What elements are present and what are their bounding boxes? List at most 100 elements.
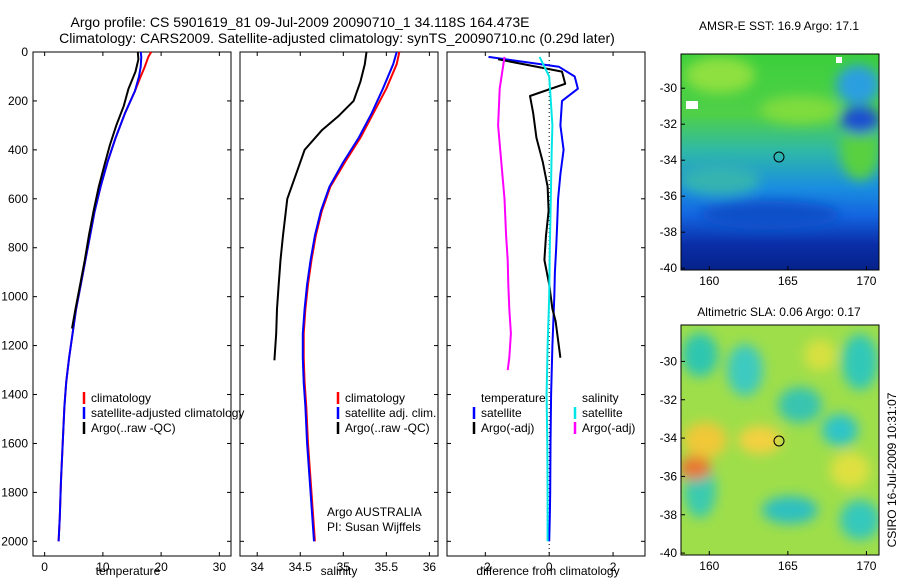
temperature-plot-frame	[32, 51, 232, 557]
argo-location-marker	[773, 435, 785, 447]
sla-high-patch	[804, 339, 836, 371]
difference-plot-frame	[446, 51, 646, 557]
x-tick-label: 35	[337, 560, 351, 574]
legend-label-sal-argo: Argo(-adj)	[582, 421, 635, 435]
salinity-plot: 34 34.5 35 35.5 36	[240, 51, 438, 574]
x-tick-label: 10	[96, 560, 110, 574]
sst-map-frame	[680, 53, 880, 271]
temperature-legend: climatology satellite-adjusted climatolo…	[82, 391, 244, 435]
depth-tick-label: 1200	[1, 339, 28, 353]
map-y-tick-label: -38	[660, 508, 678, 522]
sst-cool-patch	[681, 165, 760, 195]
map-x-tick-label: 170	[856, 559, 876, 573]
x-tick-label: 34	[251, 560, 265, 574]
sla-low-patch	[727, 344, 763, 396]
depth-tick-label: 1400	[1, 388, 28, 402]
temperature-plot: 0 10 20 30	[33, 51, 231, 574]
map-y-tick-label: -30	[660, 81, 678, 95]
depth-tick-label: 800	[8, 241, 28, 255]
sst-missing-patch	[836, 57, 842, 63]
series-line-argo-raw-qc	[273, 51, 368, 361]
depth-tick-label: 1800	[1, 485, 28, 499]
sst-cool-patch	[700, 201, 840, 229]
x-tick-label: 2	[610, 560, 617, 574]
x-tick-label: 0	[41, 560, 48, 574]
sla-low-patch	[840, 500, 879, 540]
sla-map-title: Altimetric SLA: 0.06 Argo: 0.17	[697, 305, 861, 319]
sla-map-axes: 160 165 170 -30 -32 -34 -36 -38 -40	[660, 354, 877, 573]
sla-low-patch	[762, 496, 818, 524]
depth-tick-label: 600	[8, 192, 28, 206]
sst-missing-patch	[686, 101, 698, 109]
series-line-climatology	[302, 51, 401, 542]
map-y-tick-label: -36	[660, 189, 678, 203]
sst-warm-patch	[840, 120, 879, 180]
x-tick-label: -2	[480, 560, 491, 574]
sst-map-axes: 160 165 170 -30 -32 -34 -36 -38 -40	[660, 81, 877, 288]
title-line-1: Argo profile: CS 5901619_81 09-Jul-2009 …	[71, 14, 530, 30]
sla-map	[681, 325, 879, 555]
x-tick-label: 35.5	[375, 560, 399, 574]
difference-legend: temperature satellite Argo(-adj) salinit…	[472, 391, 635, 435]
title-line-2: Climatology: CARS2009. Satellite-adjuste…	[59, 30, 615, 46]
legend-heading-salinity: salinity	[582, 391, 619, 405]
map-x-tick-label: 160	[699, 274, 719, 288]
sla-high-patch	[830, 452, 870, 488]
annotation-argo-australia: Argo AUSTRALIA	[327, 505, 422, 519]
sla-low-patch	[842, 334, 878, 390]
legend-label-temp-satellite: satellite	[481, 406, 522, 420]
sst-cool-patch	[840, 106, 879, 134]
map-y-tick-label: -32	[660, 117, 678, 131]
legend-heading-temperature: temperature	[481, 391, 546, 405]
difference-plot: -2 0 2	[447, 51, 645, 574]
map-x-tick-label: 165	[778, 559, 798, 573]
x-tick-label: 30	[213, 560, 227, 574]
legend-label-sal-satellite: satellite	[582, 406, 623, 420]
legend-label-climatology: climatology	[345, 391, 405, 405]
series-line-climatology	[57, 51, 153, 542]
depth-axis: 0 200 400 600 800 1000 1200 1400 1600 1800 2000	[1, 45, 28, 548]
map-y-tick-label: -32	[660, 393, 678, 407]
x-tick-label: 20	[154, 560, 168, 574]
map-y-tick-label: -40	[660, 546, 678, 560]
map-y-tick-label: -30	[660, 354, 678, 368]
sla-high-patch	[681, 456, 711, 480]
sst-cool-patch	[836, 65, 879, 105]
series-line-salinity-argo-adj	[497, 56, 512, 371]
map-y-tick-label: -36	[660, 469, 678, 483]
legend-label-argo: Argo(..raw -QC)	[345, 421, 430, 435]
legend-label-satellite-adj: satellite adj. clim.	[345, 406, 436, 420]
x-tick-label: 36	[423, 560, 437, 574]
series-line-satellite-adj-clim	[301, 51, 398, 542]
depth-tick-label: 400	[8, 143, 28, 157]
x-tick-label: 34.5	[289, 560, 313, 574]
salinity-legend: climatology satellite adj. clim. Argo(..…	[336, 391, 436, 435]
legend-label-temp-argo: Argo(-adj)	[481, 421, 534, 435]
sla-high-patch	[683, 422, 727, 458]
map-x-tick-label: 165	[778, 274, 798, 288]
x-tick-label: 0	[546, 560, 553, 574]
map-y-tick-label: -34	[660, 431, 678, 445]
salinity-plot-frame	[239, 51, 439, 557]
map-x-tick-label: 170	[856, 274, 876, 288]
sla-low-patch	[778, 387, 822, 423]
difference-xlabel: difference from climatology	[476, 564, 619, 578]
series-line-satellite-adjusted-climatology	[57, 51, 143, 542]
map-y-tick-label: -40	[660, 261, 678, 275]
argo-location-marker	[773, 151, 785, 163]
depth-tick-label: 2000	[1, 534, 28, 548]
sla-low-patch	[682, 333, 718, 377]
depth-tick-label: 0	[21, 45, 28, 59]
depth-tick-label: 200	[8, 94, 28, 108]
series-line-temperature-satellite	[488, 55, 579, 542]
credit-text: CSIRO 16-Jul-2009 10:31:07	[885, 392, 899, 547]
legend-label-climatology: climatology	[91, 391, 151, 405]
legend-label-satellite-adjusted: satellite-adjusted climatology	[91, 406, 244, 420]
annotation-pi: PI: Susan Wijffels	[327, 520, 421, 534]
temperature-xlabel: temperature	[96, 564, 161, 578]
depth-tick-label: 1000	[1, 290, 28, 304]
series-line-argo-raw-qc	[71, 51, 140, 329]
depth-tick-label: 1600	[1, 436, 28, 450]
sla-low-patch	[822, 414, 858, 446]
